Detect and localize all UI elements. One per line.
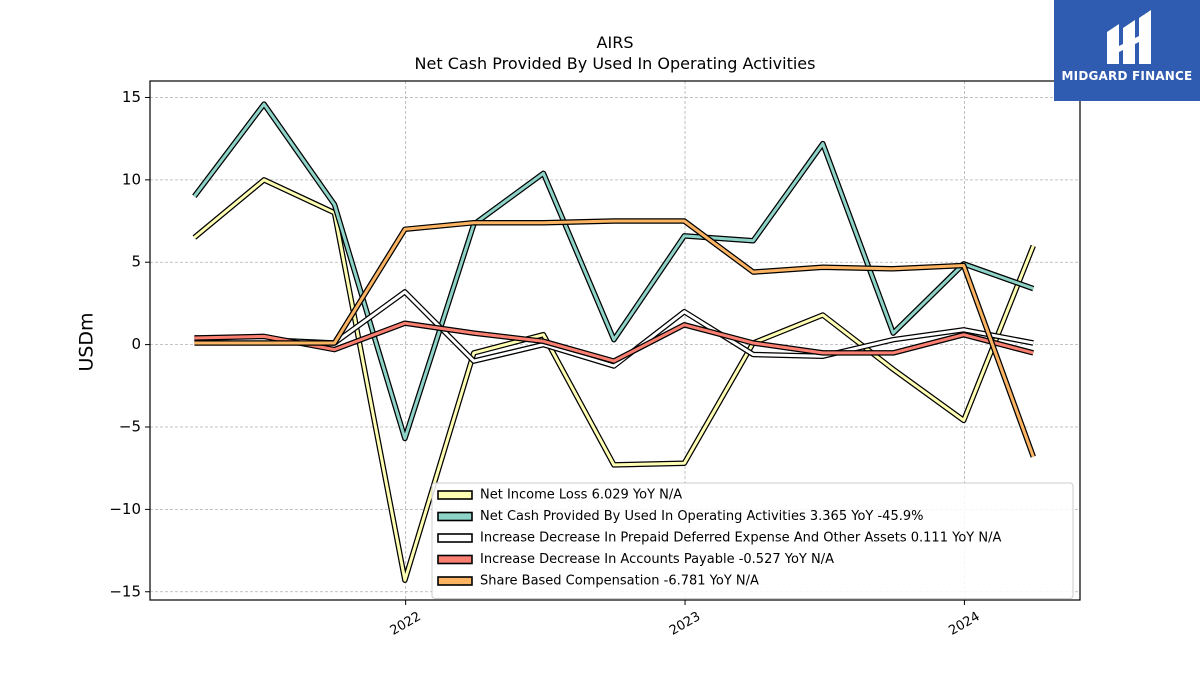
legend-label: Net Cash Provided By Used In Operating A… (480, 509, 923, 524)
y-tick-label: 10 (122, 170, 141, 188)
chart-title: AIRS Net Cash Provided By Used In Operat… (0, 32, 1200, 74)
logo-text: MIDGARD FINANCE (1061, 69, 1193, 83)
legend-swatch (437, 511, 473, 522)
legend-label: Increase Decrease In Prepaid Deferred Ex… (480, 531, 1001, 546)
series-2-outline (192, 101, 1035, 442)
chart-title-main: AIRS (596, 33, 634, 52)
y-tick-label: 15 (122, 88, 141, 106)
legend-box (431, 482, 1074, 599)
series-3-line (194, 290, 1034, 368)
x-tick-label: 2022 (388, 609, 424, 639)
legend-label: Share Based Compensation -6.781 YoY N/A (480, 574, 759, 589)
series-5-line (194, 219, 1035, 458)
logo-mark-icon (1107, 10, 1151, 64)
series-2-line (193, 102, 1034, 440)
plot-frame (149, 80, 1081, 601)
x-tick-label: 2024 (946, 609, 982, 639)
series-lines (192, 101, 1036, 583)
legend-label: Net Income Loss 6.029 YoY N/A (480, 488, 682, 503)
legend-swatch (437, 554, 473, 565)
x-tick-label: 2023 (667, 609, 703, 639)
brand-logo: MIDGARD FINANCE (1054, 0, 1200, 101)
series-3-outline (194, 289, 1034, 369)
y-tick-label: −15 (109, 582, 141, 600)
y-tick-label: −10 (109, 500, 141, 518)
legend-swatch (437, 490, 473, 500)
legend-label: Increase Decrease In Accounts Payable -0… (480, 552, 834, 567)
y-axis-label: USDm (76, 312, 98, 371)
legend-swatch (437, 576, 473, 586)
y-tick-label: 0 (131, 335, 141, 353)
y-tick-label: 5 (131, 253, 141, 271)
chart-subtitle: Net Cash Provided By Used In Operating A… (414, 54, 816, 73)
legend: Net Income Loss 6.029 YoY N/A Net Cash Pr… (431, 482, 1074, 599)
y-tick-label: −5 (119, 418, 141, 436)
legend-swatch (437, 533, 473, 543)
series-4-line (194, 321, 1034, 363)
